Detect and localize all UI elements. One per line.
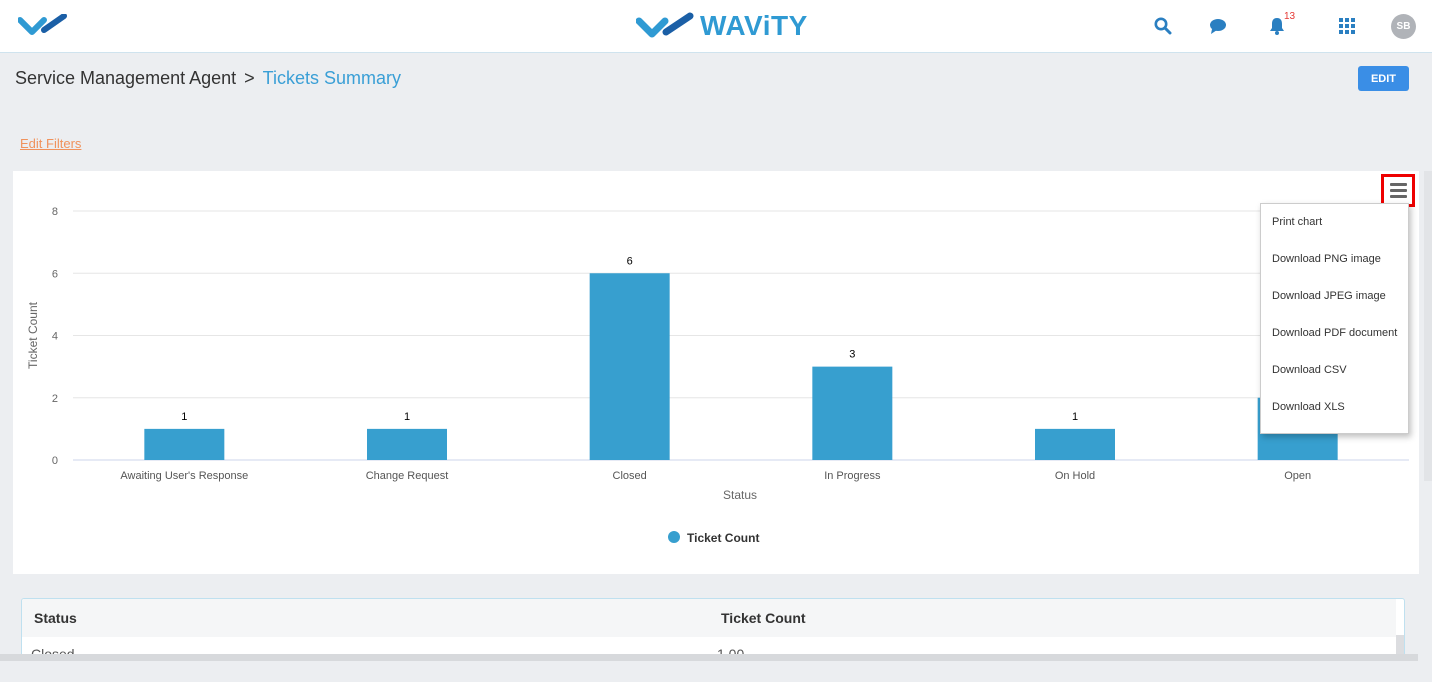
- y-axis-label: Ticket Count: [26, 301, 40, 369]
- hamburger-icon-line: [1389, 195, 1407, 198]
- brand-logo: WAViTY: [636, 10, 808, 42]
- legend-label: Ticket Count: [687, 531, 759, 545]
- bar: [367, 428, 447, 460]
- edit-button[interactable]: EDIT: [1358, 66, 1409, 91]
- data-label: 3: [849, 349, 855, 361]
- export-menu-item[interactable]: Download JPEG image: [1272, 290, 1386, 302]
- x-tick-label: Closed: [613, 470, 647, 482]
- y-tick-label: 8: [52, 206, 58, 218]
- breadcrumb-separator: >: [244, 68, 255, 88]
- x-tick-label: On Hold: [1055, 470, 1095, 482]
- bar: [812, 366, 893, 460]
- table-header: Status Ticket Count: [22, 599, 1396, 637]
- x-tick-label: Change Request: [366, 470, 449, 482]
- column-header-ticket-count[interactable]: Ticket Count: [721, 610, 806, 626]
- apps-grid-icon[interactable]: [1336, 15, 1358, 37]
- y-tick-label: 4: [52, 331, 58, 343]
- x-axis-label: Status: [723, 488, 757, 502]
- horizontal-scrollbar[interactable]: [0, 654, 1418, 661]
- export-menu-item[interactable]: Print chart: [1272, 216, 1323, 228]
- x-tick-label: Awaiting User's Response: [120, 470, 248, 482]
- data-label: 1: [404, 411, 410, 423]
- bar-chart: 0 2 4 6 8 Ticket Count 1 Awaiting User's Respon…: [26, 206, 1409, 545]
- cell-ticket-count: 1.00: [717, 646, 745, 658]
- breadcrumb-parent[interactable]: Service Management Agent: [15, 68, 237, 88]
- bar: [144, 428, 225, 460]
- x-tick-label: In Progress: [824, 470, 881, 482]
- y-tick-label: 6: [52, 268, 58, 280]
- x-tick-label: Open: [1284, 470, 1311, 482]
- wavity-mark-icon: [636, 12, 694, 38]
- bar: [589, 273, 670, 460]
- wavity-logo-icon[interactable]: [17, 13, 68, 41]
- data-label: 1: [1072, 411, 1078, 423]
- vertical-scrollbar[interactable]: [1424, 171, 1432, 481]
- edit-filters-link[interactable]: Edit Filters: [20, 136, 82, 151]
- top-bar: WAViTY 13 SB: [0, 0, 1432, 53]
- brand-name: WAViTY: [700, 10, 808, 41]
- bar: [1035, 428, 1115, 460]
- table-row: Closed 1.00: [22, 637, 1396, 658]
- chart-export-menu: Print chart Download PNG image Download JP…: [1260, 203, 1409, 434]
- notification-count: 13: [1284, 11, 1296, 22]
- table-scrollbar[interactable]: [1396, 635, 1404, 657]
- cell-status: Closed: [31, 646, 75, 658]
- chat-icon[interactable]: [1207, 15, 1229, 37]
- legend-marker: [668, 531, 680, 543]
- y-tick-label: 0: [52, 455, 58, 467]
- export-menu-item[interactable]: Download PNG image: [1272, 253, 1381, 265]
- export-menu-item[interactable]: Download PDF document: [1272, 327, 1398, 339]
- user-avatar[interactable]: SB: [1391, 14, 1416, 39]
- breadcrumb-current[interactable]: Tickets Summary: [262, 68, 402, 88]
- data-table: Status Ticket Count Closed 1.00: [21, 598, 1405, 658]
- data-label: 1: [181, 411, 187, 423]
- search-icon[interactable]: [1152, 15, 1174, 37]
- export-menu-item[interactable]: Download XLS: [1272, 401, 1345, 413]
- bell-icon[interactable]: [1266, 15, 1288, 37]
- export-menu-item[interactable]: Download CSV: [1272, 364, 1347, 376]
- hamburger-icon-line: [1389, 189, 1407, 192]
- column-header-status[interactable]: Status: [34, 610, 77, 626]
- hamburger-icon: [1389, 183, 1407, 186]
- chart-panel: 0 2 4 6 8 Ticket Count 1 Awaiting User's Respon…: [13, 171, 1419, 574]
- data-label: 6: [627, 255, 633, 267]
- breadcrumb: Service Management Agent > Tickets Summa…: [15, 68, 401, 89]
- y-tick-label: 2: [52, 393, 58, 405]
